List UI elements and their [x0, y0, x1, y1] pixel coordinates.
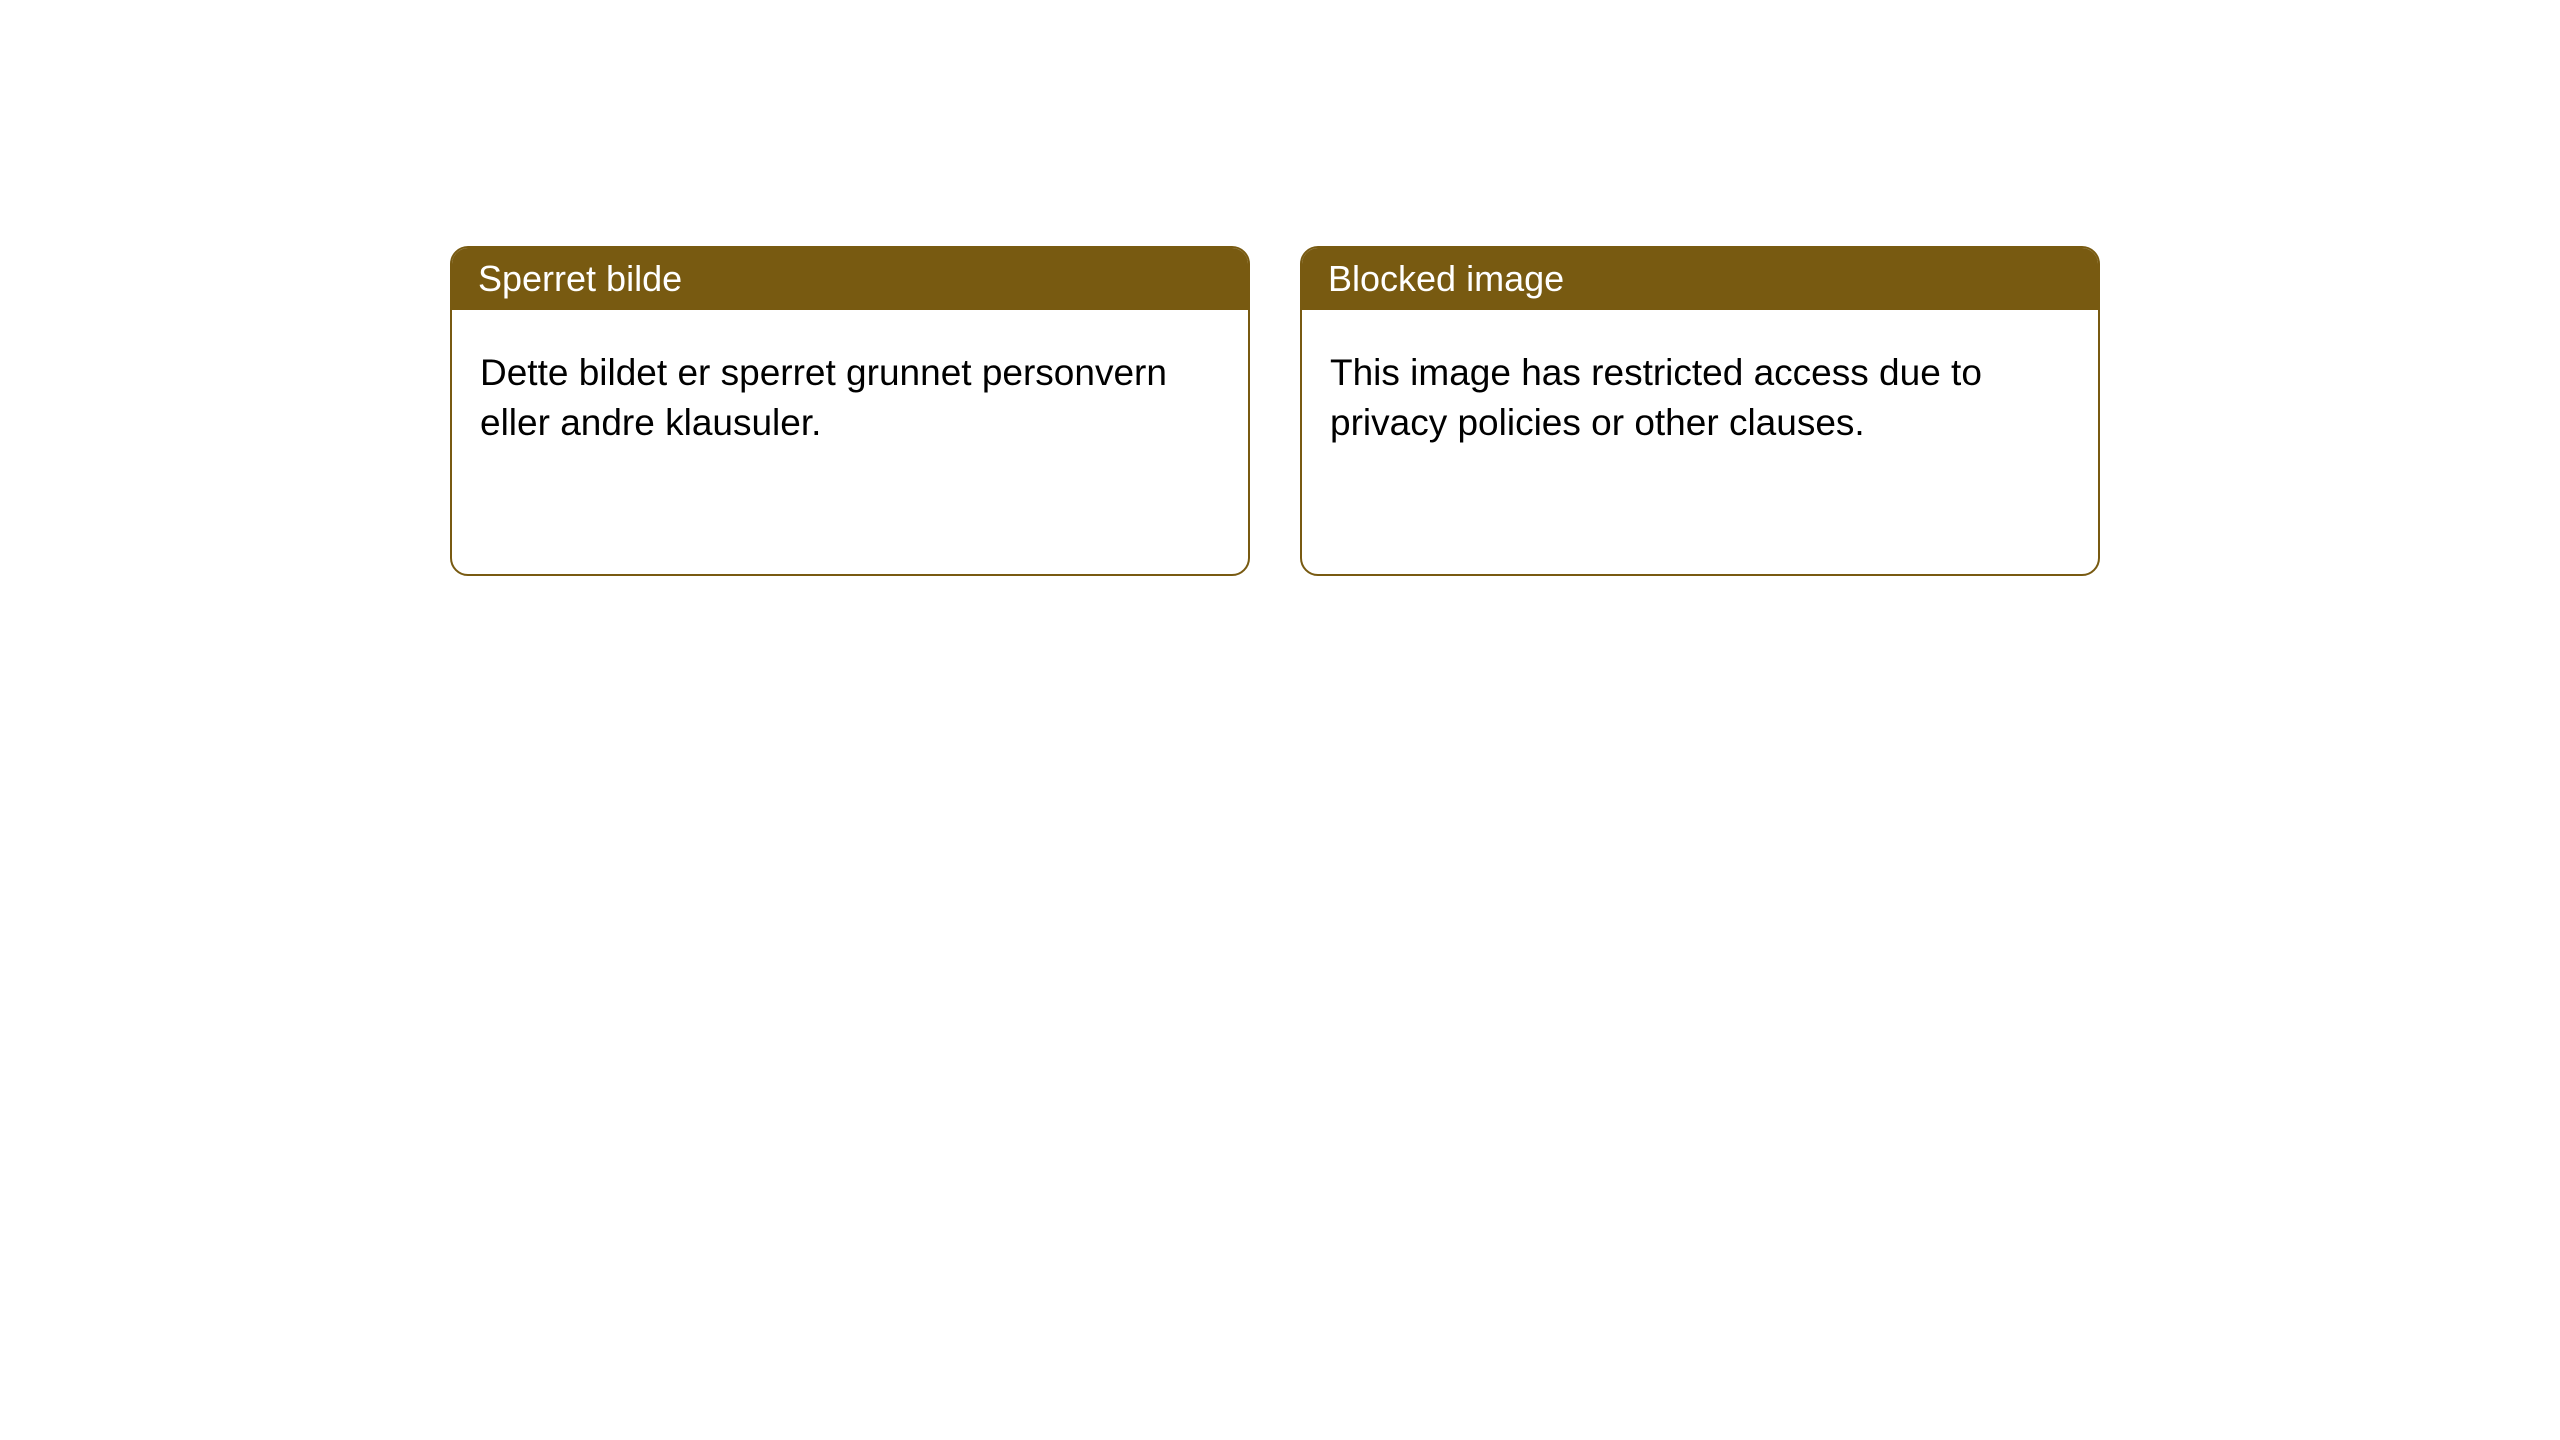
notice-card-norwegian: Sperret bilde Dette bildet er sperret gr… [450, 246, 1250, 576]
notice-body-norwegian: Dette bildet er sperret grunnet personve… [452, 310, 1248, 486]
notice-container: Sperret bilde Dette bildet er sperret gr… [0, 0, 2560, 576]
notice-body-english: This image has restricted access due to … [1302, 310, 2098, 486]
notice-card-english: Blocked image This image has restricted … [1300, 246, 2100, 576]
notice-title-norwegian: Sperret bilde [452, 248, 1248, 310]
notice-title-english: Blocked image [1302, 248, 2098, 310]
